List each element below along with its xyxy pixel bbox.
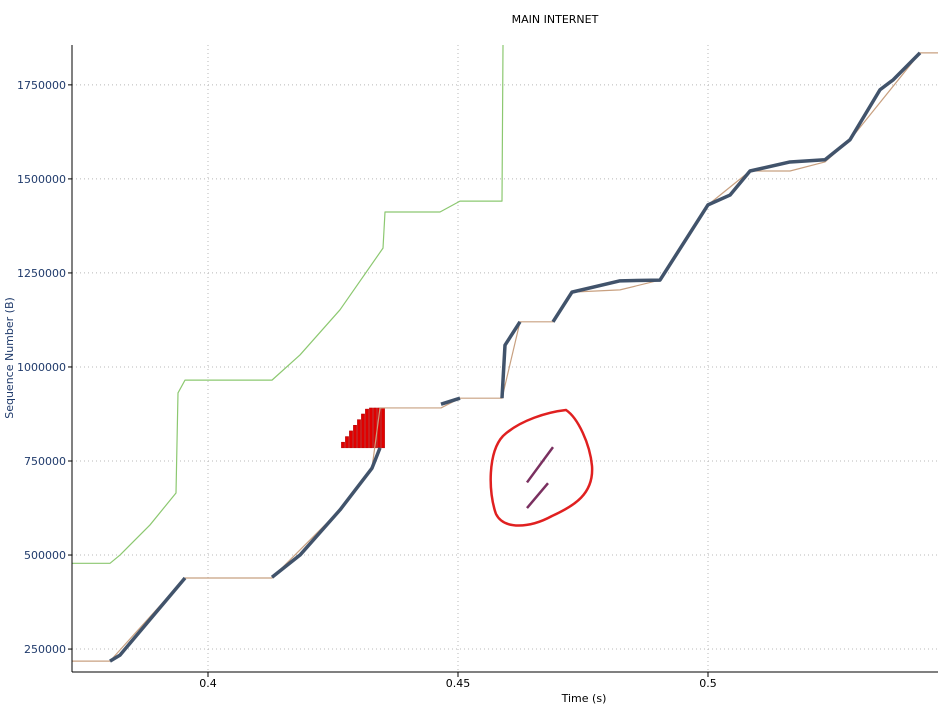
y-tick-label: 500000 bbox=[24, 549, 66, 562]
sack-block bbox=[345, 436, 349, 449]
sack-block bbox=[357, 419, 361, 449]
sack-block bbox=[369, 407, 373, 449]
y-tick-label: 250000 bbox=[24, 643, 66, 656]
sack-block bbox=[381, 407, 385, 449]
hand-drawn-annotation bbox=[489, 408, 594, 527]
x-tick-label: 0.45 bbox=[446, 677, 471, 690]
y-tick-label: 1000000 bbox=[17, 361, 66, 374]
y-tick-label: 750000 bbox=[24, 455, 66, 468]
sack-block bbox=[341, 441, 345, 449]
y-tick-label: 1500000 bbox=[17, 173, 66, 186]
y-tick-label: 1250000 bbox=[17, 267, 66, 280]
receive-window-line bbox=[72, 44, 504, 564]
ack-line bbox=[72, 52, 938, 662]
sack-block bbox=[365, 408, 369, 449]
sequence-line bbox=[109, 51, 922, 663]
plot-area bbox=[72, 44, 938, 672]
sack-block bbox=[349, 430, 353, 449]
x-axis-label: Time (s) bbox=[561, 692, 607, 705]
x-tick-label: 0.5 bbox=[699, 677, 717, 690]
retransmission-line bbox=[525, 446, 555, 509]
y-axis-label: Sequence Number (B) bbox=[3, 297, 16, 419]
y-tick-label: 1750000 bbox=[17, 79, 66, 92]
chart-title: MAIN INTERNET bbox=[512, 13, 599, 26]
x-tick-label: 0.4 bbox=[199, 677, 217, 690]
sack-block bbox=[353, 425, 357, 449]
sack-block bbox=[361, 413, 365, 449]
